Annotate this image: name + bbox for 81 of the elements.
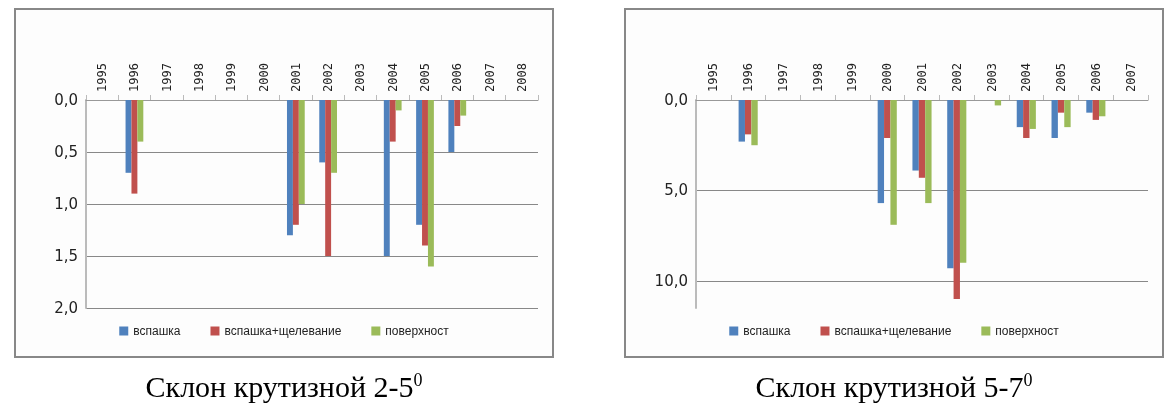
bar	[1099, 100, 1106, 117]
y-tick-label: 1,5	[54, 247, 78, 265]
bar	[319, 100, 326, 163]
x-tick-label: 1999	[845, 63, 860, 92]
x-tick-label: 2006	[1088, 63, 1103, 92]
x-tick-label: 2002	[321, 63, 336, 92]
bar	[131, 100, 138, 194]
x-tick-label: 2000	[880, 63, 895, 92]
x-tick-label: 2007	[482, 63, 497, 92]
bar	[1064, 100, 1071, 128]
bar	[884, 100, 891, 138]
bar	[918, 100, 926, 178]
bar	[1086, 100, 1093, 113]
bar	[959, 100, 967, 263]
legend-label: поверхност	[385, 324, 450, 338]
bar	[744, 100, 752, 135]
text: Склон крутизной 2-5$^{0}$	[144, 369, 424, 403]
bar	[331, 100, 338, 173]
bar	[389, 100, 396, 142]
x-tick-label: 1998	[192, 63, 206, 92]
x-tick-label: 2003	[984, 63, 999, 92]
y-tick-label: 0,5	[54, 143, 78, 161]
bar	[1029, 100, 1036, 129]
legend-label: вспашка	[743, 324, 791, 338]
y-tick-label: 2,0	[54, 299, 78, 317]
y-tick-label: 10,0	[654, 271, 688, 290]
y-tick-label: 1,0	[54, 195, 78, 213]
x-tick-label: 1997	[159, 63, 174, 92]
bar	[416, 100, 423, 225]
x-tick-label: 1995	[706, 63, 721, 92]
text: Склон крутизной 5-7$^{0}$	[754, 369, 1034, 403]
bar	[925, 100, 932, 204]
bar	[448, 100, 455, 152]
legend-label: вспашка+щелевание	[224, 324, 342, 338]
bar	[1023, 100, 1030, 138]
x-tick-label: 1998	[810, 63, 825, 92]
bar	[137, 100, 144, 142]
bar	[1057, 100, 1065, 113]
x-tick-label: 2005	[1054, 63, 1069, 92]
bar	[1051, 100, 1058, 138]
x-tick-label: 2008	[514, 63, 529, 92]
x-tick-label: 1995	[95, 63, 110, 92]
bar	[395, 100, 402, 111]
x-tick-label: 2004	[385, 63, 400, 92]
x-tick-label: 1996	[741, 63, 756, 92]
bar	[427, 100, 434, 267]
x-tick-label: 2003	[353, 63, 368, 92]
x-tick-label: 2001	[288, 63, 303, 92]
legend-label: вспашка+щелевание	[834, 324, 952, 338]
bar	[460, 100, 467, 116]
bar	[890, 100, 897, 225]
x-tick-label: 2002	[949, 63, 964, 92]
bar	[383, 100, 390, 256]
x-tick-label: 1999	[224, 63, 239, 92]
bar	[286, 100, 293, 236]
x-tick-label: 2000	[256, 63, 271, 92]
x-tick-label: 1996	[127, 63, 142, 92]
y-tick-label: 0,0	[54, 91, 78, 109]
bar	[1016, 100, 1024, 128]
bar	[325, 100, 332, 256]
bar	[292, 100, 299, 225]
bar	[953, 100, 960, 299]
x-tick-label: 2004	[1019, 63, 1034, 92]
bar	[422, 100, 428, 246]
legend-label: вспашка	[133, 324, 181, 338]
x-tick-label: 2005	[418, 63, 432, 92]
y-tick-label: 0,0	[664, 91, 688, 109]
x-tick-label: 2007	[1123, 63, 1138, 92]
x-tick-label: 2006	[450, 63, 465, 92]
bar	[947, 100, 954, 269]
bar	[454, 100, 461, 126]
bar	[1092, 100, 1100, 120]
bar	[751, 100, 758, 146]
bar	[877, 100, 885, 204]
x-tick-label: 1997	[775, 63, 790, 92]
bar	[912, 100, 919, 171]
legend-label: поверхност	[995, 324, 1060, 338]
x-tick-label: 2001	[915, 63, 929, 92]
y-tick-label: 5,0	[664, 181, 688, 200]
bar	[738, 100, 745, 142]
bar	[298, 100, 305, 204]
